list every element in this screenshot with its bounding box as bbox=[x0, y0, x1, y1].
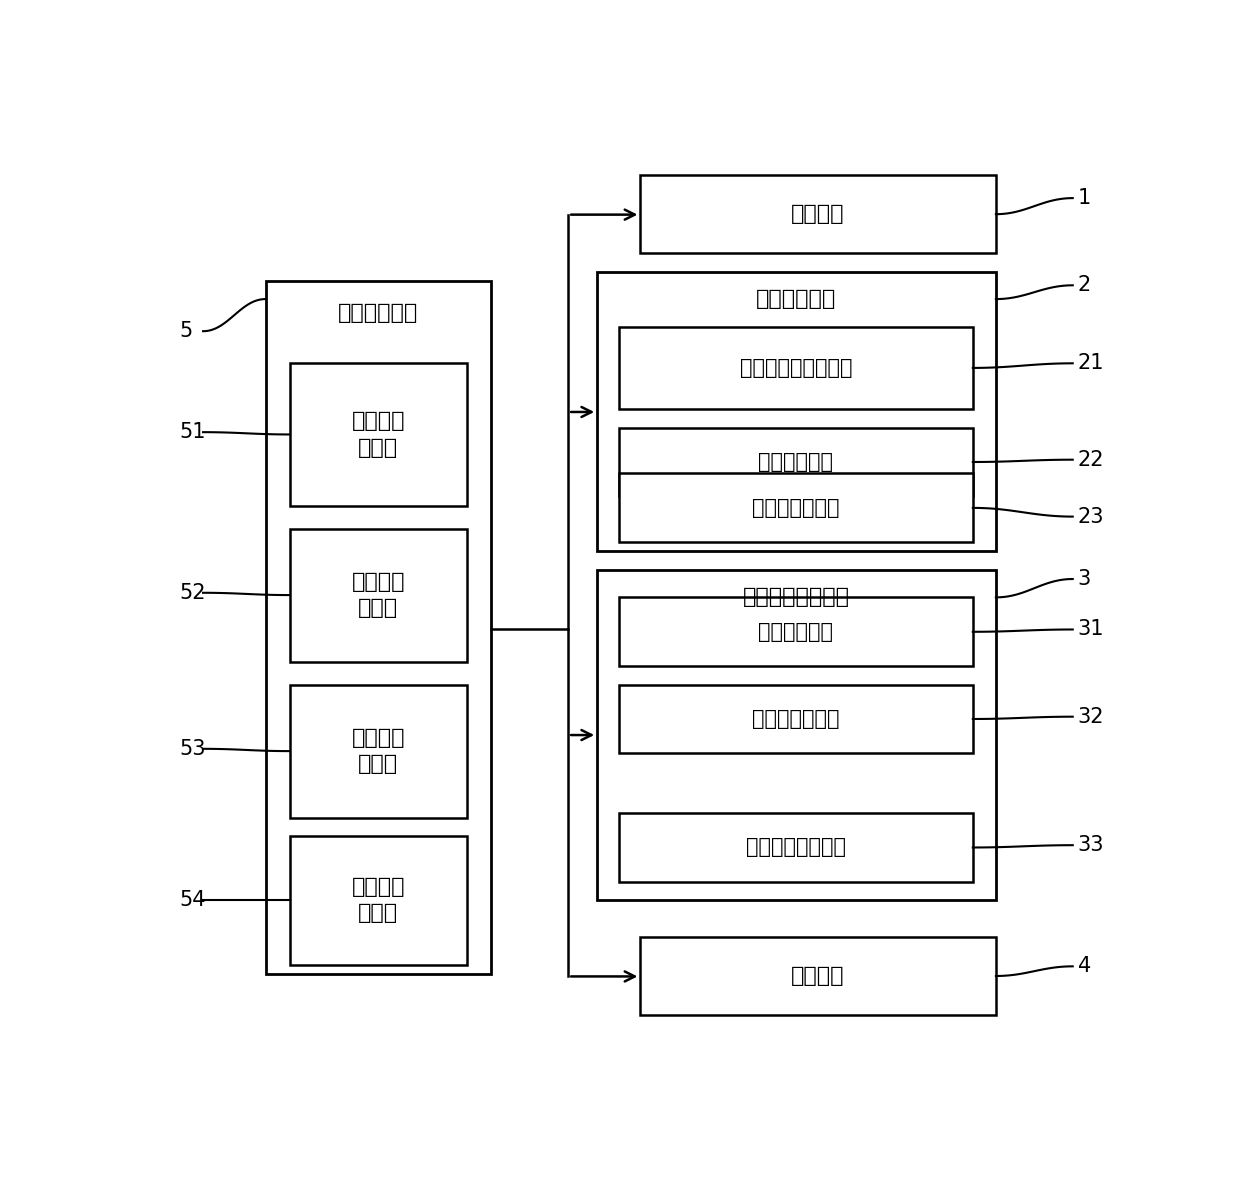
Text: 配置管理
子模块: 配置管理 子模块 bbox=[352, 877, 405, 924]
Text: 31: 31 bbox=[1078, 620, 1104, 639]
Text: 数据存储管理模块: 数据存储管理模块 bbox=[743, 588, 849, 608]
Text: 应用审计
子模块: 应用审计 子模块 bbox=[352, 572, 405, 619]
Text: 52: 52 bbox=[179, 583, 206, 603]
Bar bbox=[640, 937, 996, 1016]
Bar bbox=[290, 836, 467, 964]
Bar bbox=[619, 684, 973, 753]
Text: 22: 22 bbox=[1078, 449, 1104, 470]
Text: 全量数据仓库: 全量数据仓库 bbox=[759, 622, 833, 641]
Bar bbox=[619, 327, 973, 409]
Text: 运维管理模块: 运维管理模块 bbox=[339, 303, 419, 323]
Bar bbox=[290, 528, 467, 662]
Text: 3: 3 bbox=[1078, 569, 1091, 589]
Bar bbox=[290, 364, 467, 505]
Text: 21: 21 bbox=[1078, 353, 1104, 373]
Bar bbox=[596, 272, 996, 552]
Text: 51: 51 bbox=[179, 422, 206, 442]
Text: 数据处理模块: 数据处理模块 bbox=[756, 290, 837, 309]
Text: 1: 1 bbox=[1078, 188, 1091, 209]
Bar bbox=[619, 813, 973, 882]
Bar bbox=[619, 428, 973, 496]
Text: 53: 53 bbox=[179, 739, 206, 759]
Text: 影像数据解析子模块: 影像数据解析子模块 bbox=[740, 358, 852, 378]
Text: 4: 4 bbox=[1078, 956, 1091, 976]
Text: 54: 54 bbox=[179, 890, 206, 911]
Text: 33: 33 bbox=[1078, 836, 1104, 855]
Text: 上传模块: 上传模块 bbox=[791, 204, 844, 224]
Bar bbox=[619, 473, 973, 542]
Bar bbox=[640, 175, 996, 253]
Text: 导出模块: 导出模块 bbox=[791, 966, 844, 986]
Bar bbox=[596, 570, 996, 900]
Text: 32: 32 bbox=[1078, 707, 1104, 727]
Text: 影像图像存储系统: 影像图像存储系统 bbox=[746, 838, 846, 857]
Bar bbox=[619, 597, 973, 666]
Text: 结构化数据仓库: 结构化数据仓库 bbox=[753, 709, 839, 730]
Bar bbox=[265, 281, 491, 974]
Text: 5: 5 bbox=[179, 321, 192, 341]
Text: 权限管理
子模块: 权限管理 子模块 bbox=[352, 728, 405, 775]
Text: 结构化子模块: 结构化子模块 bbox=[759, 452, 833, 472]
Text: 数据关联子模块: 数据关联子模块 bbox=[753, 498, 839, 517]
Text: 23: 23 bbox=[1078, 507, 1104, 527]
Bar bbox=[290, 684, 467, 818]
Text: 2: 2 bbox=[1078, 275, 1091, 296]
Text: 作业调度
子模块: 作业调度 子模块 bbox=[352, 411, 405, 458]
